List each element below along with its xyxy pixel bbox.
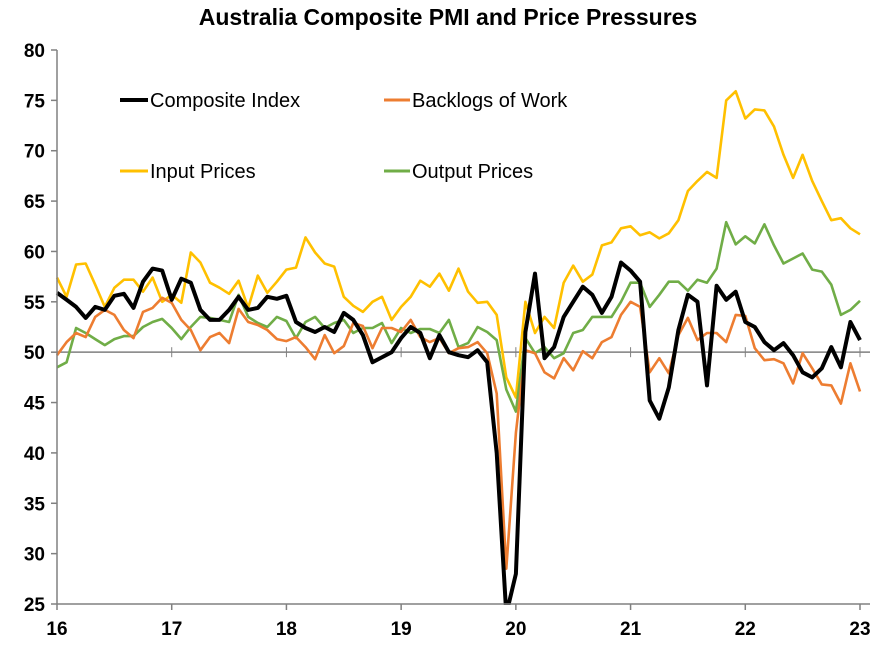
x-tick-label: 20 <box>505 619 526 640</box>
y-tick-label: 75 <box>24 91 46 112</box>
x-tick-label: 18 <box>276 619 297 640</box>
legend-label-input-prices: Input Prices <box>150 161 256 183</box>
x-tick-label: 21 <box>620 619 642 640</box>
y-tick-label: 40 <box>24 444 45 465</box>
chart-title: Australia Composite PMI and Price Pressu… <box>199 4 698 30</box>
legend-label-backlogs-of-work: Backlogs of Work <box>412 90 568 112</box>
y-tick-label: 35 <box>24 494 46 515</box>
x-tick-label: 19 <box>391 619 412 640</box>
x-tick-label: 16 <box>46 619 67 640</box>
legend-label-output-prices: Output Prices <box>412 161 533 183</box>
y-tick-label: 65 <box>24 192 46 213</box>
y-tick-label: 25 <box>24 595 46 616</box>
y-tick-label: 50 <box>24 343 45 364</box>
series-lines <box>0 90 879 648</box>
y-tick-label: 55 <box>24 293 46 314</box>
y-axis-ticks: 25 30 35 40 45 50 55 60 65 70 75 80 <box>24 41 57 616</box>
x-tick-label: 22 <box>735 619 756 640</box>
x-tick-label: 23 <box>849 619 870 640</box>
y-tick-label: 80 <box>24 41 45 62</box>
axes <box>56 50 870 605</box>
x-tick-label: 17 <box>161 619 182 640</box>
plot-bottom-mask <box>0 605 879 648</box>
y-tick-label: 60 <box>24 242 45 263</box>
y-tick-label: 30 <box>24 545 45 566</box>
legend: Composite Index Backlogs of Work Input P… <box>120 90 568 183</box>
x-axis-ticks: 16 17 18 19 20 21 22 23 <box>46 347 871 640</box>
y-tick-label: 45 <box>24 394 46 415</box>
y-tick-label: 70 <box>24 142 45 163</box>
series-line-backlogs-of-work <box>55 296 862 571</box>
series-line-composite-index <box>55 260 862 617</box>
legend-label-composite-index: Composite Index <box>150 90 300 112</box>
series-line-input-prices <box>55 90 861 399</box>
series-line-output-prices <box>56 220 861 413</box>
